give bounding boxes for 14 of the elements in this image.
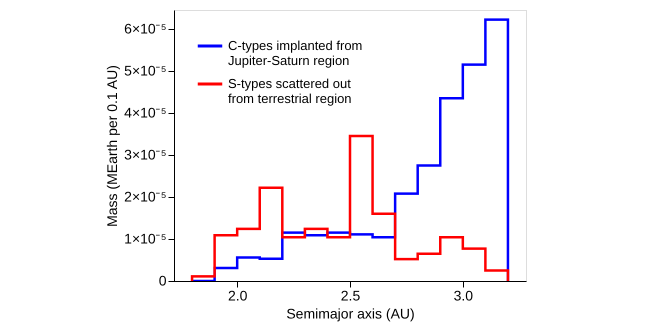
x-tick-label: 2.5 — [340, 288, 360, 304]
y-tick-label: 2×10⁻⁵ — [124, 188, 166, 204]
legend-label: C-types implanted from Jupiter-Saturn region — [228, 38, 362, 68]
legend-label: S-types scattered out from terrestrial region — [228, 76, 352, 106]
y-tick-label: 5×10⁻⁵ — [124, 62, 166, 78]
x-axis-title: Semimajor axis (AU) — [286, 306, 415, 322]
y-tick-label: 4×10⁻⁵ — [124, 104, 166, 120]
x-tick-label: 3.0 — [454, 288, 474, 304]
y-tick-label: 3×10⁻⁵ — [124, 146, 166, 162]
y-tick-label: 6×10⁻⁵ — [124, 20, 166, 36]
y-tick-label: 0 — [158, 272, 167, 288]
y-tick-label: 1×10⁻⁵ — [124, 230, 166, 246]
x-tick-label: 2.0 — [228, 288, 248, 304]
y-axis-title: Mass (MEarth per 0.1 AU) — [104, 65, 120, 227]
